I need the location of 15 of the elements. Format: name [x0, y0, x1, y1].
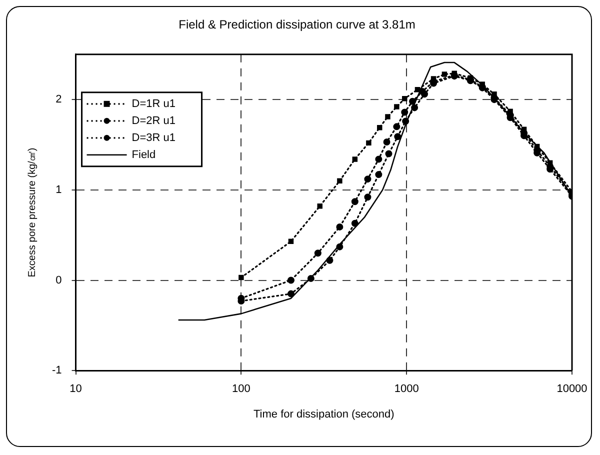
x-tick-label: 1000 [394, 383, 419, 396]
y-tick-label: 2 [56, 94, 62, 106]
legend-label: D=3R u1 [132, 132, 176, 144]
legend-label: D=2R u1 [132, 114, 176, 127]
chart-title: Field & Prediction dissipation curve at 3.81m [178, 18, 416, 32]
x-tick-label: 10 [70, 383, 82, 396]
x-axis-title: Time for dissipation (second) [253, 408, 394, 420]
legend-label: D=1R u1 [132, 98, 176, 110]
x-tick-label: 100 [232, 383, 250, 396]
y-axis-title: Excess pore pressure (kg/㎠) [26, 148, 38, 278]
y-tick-label: 1 [56, 184, 62, 196]
y-tick-label: -1 [52, 364, 62, 377]
x-tick-label: 10000 [556, 383, 588, 396]
legend-label: Field [132, 148, 156, 161]
y-tick-label: 0 [56, 274, 62, 286]
